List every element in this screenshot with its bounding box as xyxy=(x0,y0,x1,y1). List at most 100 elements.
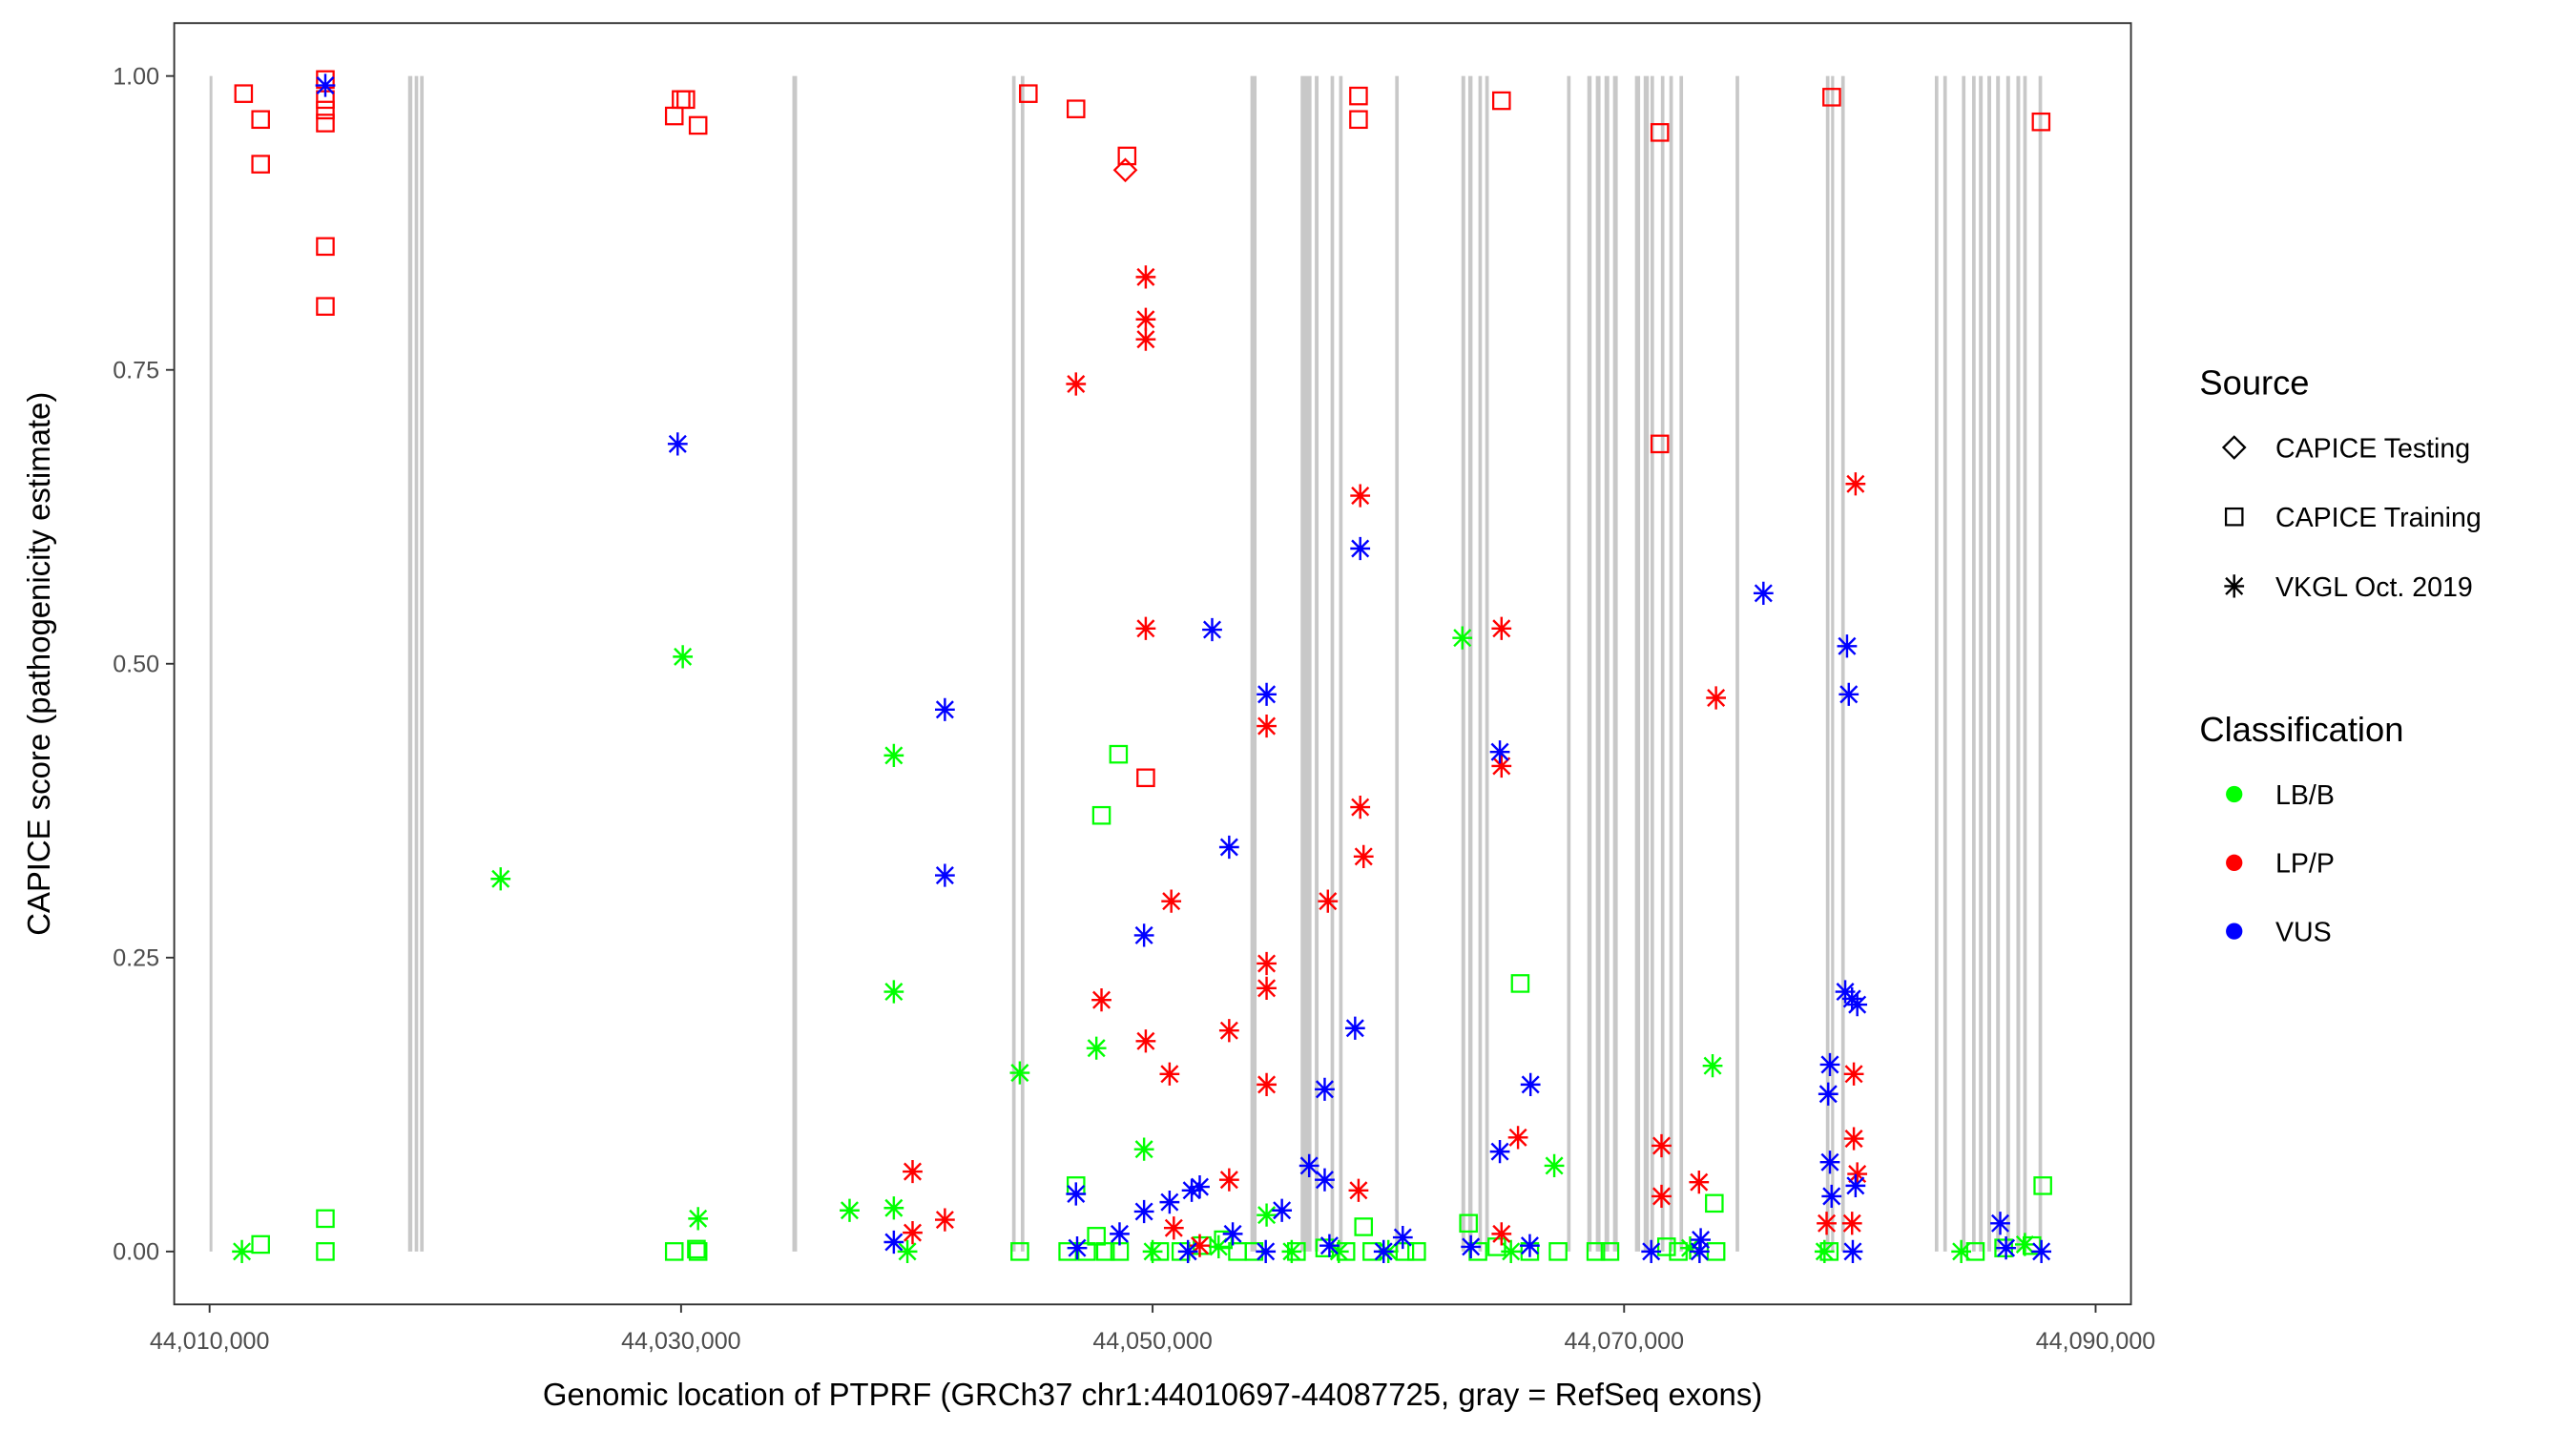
legend-classification-title: Classification xyxy=(2199,710,2403,749)
data-point-square xyxy=(2033,1176,2052,1195)
data-point-asterisk xyxy=(1641,1239,1662,1263)
data-point-square xyxy=(251,110,270,130)
data-point-asterisk xyxy=(1344,1016,1365,1040)
exon-band xyxy=(407,75,413,1252)
data-point-asterisk xyxy=(1190,1174,1210,1199)
data-point-asterisk xyxy=(1257,951,1277,976)
data-point-square xyxy=(664,1242,684,1261)
data-point-asterisk xyxy=(1257,714,1277,738)
data-point-asterisk xyxy=(1348,1178,1369,1202)
data-point-asterisk xyxy=(1257,1072,1277,1097)
data-point-asterisk xyxy=(1491,616,1512,640)
exon-band xyxy=(1587,75,1592,1252)
data-point-asterisk xyxy=(1821,1184,1842,1209)
exon-band xyxy=(1300,75,1312,1252)
exon-band xyxy=(1669,75,1673,1252)
data-point-square xyxy=(316,100,335,120)
exon-band xyxy=(420,75,425,1252)
data-point-asterisk xyxy=(1507,1126,1528,1150)
data-point-asterisk xyxy=(1845,472,1866,496)
data-point-asterisk xyxy=(1689,1239,1710,1263)
data-point-asterisk xyxy=(1491,754,1512,778)
data-point-asterisk xyxy=(883,1196,904,1220)
data-point-square xyxy=(1019,84,1038,103)
data-point-asterisk xyxy=(1067,1236,1088,1260)
exon-band xyxy=(1478,75,1483,1252)
data-point-asterisk xyxy=(1350,484,1371,508)
data-point-asterisk xyxy=(1520,1072,1541,1097)
data-point-square xyxy=(316,237,335,257)
data-point-square xyxy=(1354,1217,1374,1236)
data-point-asterisk xyxy=(490,867,511,891)
exon-band xyxy=(2016,75,2021,1252)
data-point-square xyxy=(316,1242,335,1261)
data-point-asterisk xyxy=(1315,1077,1335,1101)
data-point-asterisk xyxy=(1135,616,1156,640)
data-point-asterisk xyxy=(1135,307,1156,331)
data-point-asterisk xyxy=(1452,626,1473,650)
data-point-asterisk xyxy=(1689,1171,1710,1194)
data-point-square xyxy=(251,1234,270,1255)
legend-source-label: CAPICE Training xyxy=(2275,503,2482,533)
data-point-asterisk xyxy=(1706,686,1727,710)
exon-band xyxy=(414,75,419,1252)
data-point-asterisk xyxy=(883,1230,904,1255)
data-point-square xyxy=(251,155,270,174)
data-point-asterisk xyxy=(1839,682,1859,706)
legend-diamond-icon xyxy=(2221,435,2247,460)
data-point-square xyxy=(1656,1237,1676,1256)
legend-source-label: CAPICE Testing xyxy=(2275,433,2470,464)
data-point-asterisk xyxy=(1257,682,1277,706)
data-point-asterisk xyxy=(1066,1182,1087,1206)
exon-band xyxy=(1987,75,1992,1252)
legend-classification-label: VUS xyxy=(2275,918,2332,948)
data-point-asterisk xyxy=(1817,1212,1837,1235)
data-point-asterisk xyxy=(1257,976,1277,1000)
data-point-square xyxy=(234,84,254,103)
data-point-square xyxy=(1705,1193,1724,1213)
exon-band xyxy=(1996,75,2001,1252)
legend-color-dot-icon xyxy=(2226,854,2243,871)
legend-color-dot-icon xyxy=(2226,785,2243,803)
data-point-asterisk xyxy=(315,73,336,97)
data-point-square xyxy=(687,1239,706,1259)
data-point-square xyxy=(1548,1242,1568,1261)
data-point-asterisk xyxy=(1843,1062,1864,1086)
exon-band xyxy=(1962,75,1966,1252)
data-point-asterisk xyxy=(1009,1061,1030,1085)
data-point-asterisk xyxy=(1845,1173,1866,1197)
legend-square-icon xyxy=(2224,507,2244,527)
data-point-asterisk xyxy=(1281,1239,1302,1263)
exon-band xyxy=(2038,75,2043,1252)
data-point-asterisk xyxy=(1680,1236,1700,1260)
data-point-asterisk xyxy=(1841,1212,1862,1235)
exon-band xyxy=(1840,75,1845,1252)
data-point-square xyxy=(1117,146,1137,166)
data-point-square xyxy=(1822,88,1841,107)
data-point-asterisk xyxy=(1350,536,1371,561)
data-point-asterisk xyxy=(1135,265,1156,289)
data-point-asterisk xyxy=(1837,634,1858,658)
data-point-asterisk xyxy=(1091,988,1111,1012)
data-point-square xyxy=(1586,1242,1606,1261)
data-point-asterisk xyxy=(1208,1234,1229,1259)
data-point-asterisk xyxy=(1133,1199,1154,1224)
exon-band xyxy=(1634,75,1641,1252)
x-tick-label: 44,030,000 xyxy=(621,1328,741,1355)
exon-band xyxy=(1250,75,1257,1252)
y-tick-label: 0.00 xyxy=(113,1239,159,1266)
data-point-asterisk xyxy=(1181,1178,1202,1202)
data-point-asterisk xyxy=(1691,1228,1711,1252)
data-point-asterisk xyxy=(1163,1216,1184,1240)
x-tick-label: 44,070,000 xyxy=(1565,1328,1685,1355)
data-point-square xyxy=(316,297,335,316)
data-point-square xyxy=(688,1242,708,1261)
data-point-asterisk xyxy=(2031,1239,2052,1263)
x-tick-label: 44,090,000 xyxy=(2036,1328,2156,1355)
data-point-square xyxy=(688,115,708,135)
data-point-asterisk xyxy=(1218,1168,1239,1192)
exon-band xyxy=(1485,75,1489,1252)
data-point-asterisk xyxy=(2014,1233,2035,1256)
exon-band xyxy=(1567,75,1571,1252)
